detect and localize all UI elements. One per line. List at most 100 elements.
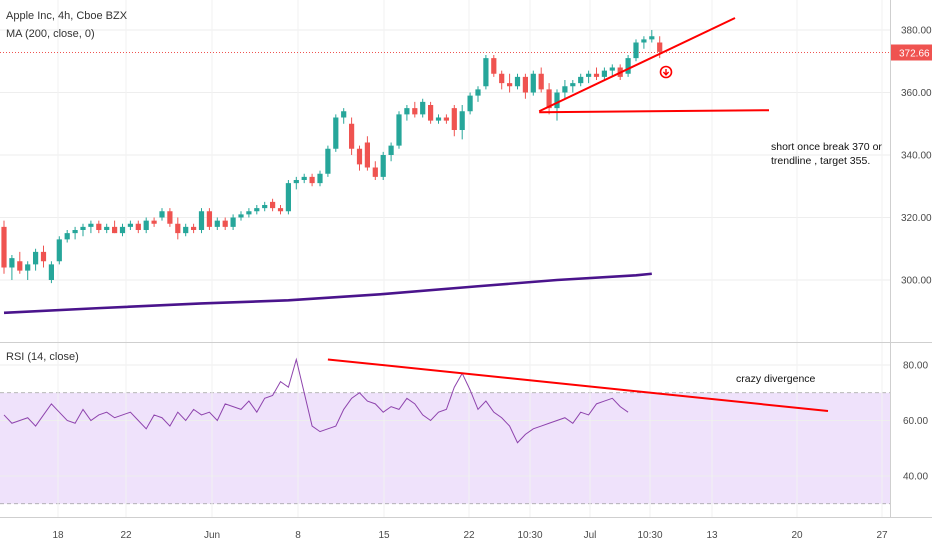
candle-body [254,208,260,212]
price-tick-label: 320.00 [901,213,932,224]
candle-body [9,258,15,268]
candle-body [459,111,465,130]
rsi-divergence-line [327,358,829,412]
candle-body [380,155,386,177]
time-tick-label: 20 [791,530,803,541]
time-tick-label: 15 [378,530,390,541]
candle-body [404,108,410,115]
candle-body [601,70,607,77]
candle-body [25,264,31,271]
candle-body [143,220,149,230]
candle-body [428,105,434,121]
candle-body [538,73,544,90]
candle-body [491,58,497,74]
ma-legend[interactable]: MA (200, close, 0) [6,28,95,40]
time-tick-label: 27 [876,530,888,541]
candle-body [222,220,228,227]
candle-body [88,223,94,227]
rsi-tick-label: 60.00 [903,416,928,427]
candle-body [40,251,47,262]
candle-body [135,223,141,230]
candle-body [246,211,252,215]
candle-body [309,176,315,184]
candle-body [96,223,102,230]
candle-body [625,58,631,74]
price-tick-label: 340.00 [901,151,932,162]
price-tick-label: 360.00 [901,88,932,99]
last-price-tag [891,44,932,61]
time-tick-label: 18 [52,530,64,541]
candle-body [262,205,268,209]
candle-body [293,180,299,184]
candle-body [435,117,442,121]
time-tick-label: 22 [463,530,475,541]
candle-body [1,226,7,268]
last-price-label: 372.66 [899,48,930,59]
candle-body [64,233,70,240]
candle-body [554,92,560,109]
candle-body [396,114,402,146]
symbol-legend[interactable]: Apple Inc, 4h, Cboe BZX [6,10,128,22]
candle-body [72,230,78,234]
candle-body [325,148,331,174]
rsi-tick-label: 40.00 [903,472,928,483]
candle-body [159,211,165,218]
candle-body [151,220,157,224]
rsi-line [3,357,629,444]
time-tick-label: Jul [584,530,597,541]
candle-body [112,226,118,234]
price-note-line2: trendline , target 355. [771,155,870,167]
candle-body [349,123,355,149]
time-tick-label: 10:30 [517,530,542,541]
price-tick-label: 380.00 [901,26,932,37]
candle-body [388,145,394,155]
rsi-legend[interactable]: RSI (14, close) [6,351,79,363]
candle-body [333,117,339,149]
time-tick-label: 10:30 [637,530,662,541]
candle-body [593,73,600,77]
candle-body [633,42,639,59]
candle-body [475,89,481,96]
candle-body [230,217,236,227]
candle-body [586,73,592,77]
candle-body [507,83,513,87]
price-note-line1: short once break 370 or [771,141,882,153]
time-tick-label: 22 [120,530,132,541]
candle-body [451,108,457,130]
candle-body [562,86,568,93]
time-tick-label: 8 [295,530,301,541]
rsi-note: crazy divergence [736,373,816,385]
candle-body [17,261,23,271]
time-tick-label: Jun [204,530,220,541]
candle-body [127,223,133,227]
candle-body [238,214,244,218]
price-tick-label: 300.00 [901,276,932,287]
candle-body [175,223,181,234]
candle-body [570,83,576,87]
candle-body [372,167,378,177]
candle-body [80,226,86,230]
candle-body [499,73,505,84]
candle-body [214,220,220,227]
candle-body [104,226,110,230]
candle-body [167,211,173,224]
candle-body [56,239,62,262]
candle-body [183,226,189,234]
candle-body [33,251,39,265]
candle-body [467,95,473,112]
candle-body [48,264,54,280]
candle-body [206,211,212,227]
candle-body [420,101,426,115]
support-line [539,109,770,114]
candle-body [641,39,647,43]
candle-body [649,36,655,40]
candle-body [270,201,276,209]
rising-trendline [538,17,736,113]
rsi-tick-label: 80.00 [903,361,928,372]
time-tick-label: 13 [706,530,718,541]
candle-body [609,67,615,71]
candle-body [546,89,552,109]
candle-body [657,42,663,52]
candle-body [443,117,449,121]
